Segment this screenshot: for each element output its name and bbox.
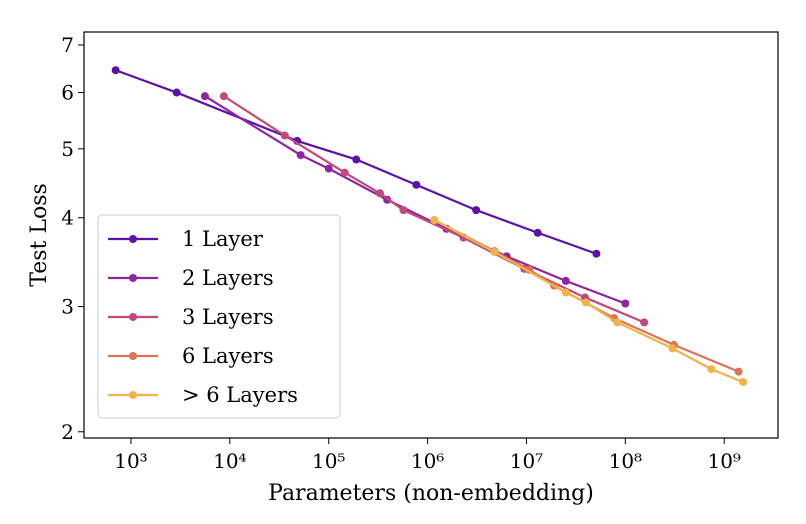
data-point <box>490 247 499 256</box>
legend-label: 2 Layers <box>182 266 274 290</box>
y-tick-label: 2 <box>61 420 74 444</box>
x-tick-label: 10³ <box>114 449 147 473</box>
data-point <box>430 216 439 225</box>
y-tick-label: 5 <box>61 137 74 161</box>
data-point <box>280 131 289 140</box>
data-point <box>219 92 228 101</box>
data-point <box>340 168 349 177</box>
data-point <box>375 189 384 198</box>
data-point <box>592 249 601 258</box>
legend-box <box>97 214 341 419</box>
legend-label: 6 Layers <box>182 344 274 368</box>
data-point <box>352 155 361 164</box>
x-axis-label: Parameters (non-embedding) <box>268 481 594 506</box>
data-point <box>581 298 590 307</box>
x-tick-label: 10⁹ <box>707 449 740 473</box>
data-point <box>707 365 716 374</box>
legend-marker <box>129 313 137 321</box>
series-line <box>204 95 626 305</box>
data-point <box>561 276 570 285</box>
data-point <box>640 318 649 327</box>
data-point <box>111 66 120 75</box>
legend-label: 1 Layer <box>182 227 264 251</box>
y-tick-label: 4 <box>61 206 74 230</box>
x-tick-label: 10⁸ <box>609 449 642 473</box>
data-point <box>399 206 408 215</box>
x-tick-label: 10⁴ <box>213 449 246 473</box>
plot-frame <box>83 31 779 439</box>
data-point <box>324 164 333 173</box>
y-tick-label: 3 <box>61 295 74 319</box>
y-tick-label: 6 <box>61 81 74 105</box>
data-point <box>472 206 481 215</box>
data-point <box>412 180 421 189</box>
series-line <box>433 219 744 383</box>
data-point <box>668 344 677 353</box>
x-tick-label: 10⁶ <box>411 449 444 473</box>
legend-marker <box>129 352 137 360</box>
x-tick-label: 10⁵ <box>312 449 345 473</box>
x-tick-label: 10⁷ <box>510 449 543 473</box>
legend-marker <box>129 274 137 282</box>
data-point <box>561 288 570 297</box>
legend-marker <box>129 235 137 243</box>
data-point <box>200 92 209 101</box>
data-point <box>172 88 181 97</box>
series-line <box>115 69 597 255</box>
legend-label: 3 Layers <box>182 305 274 329</box>
y-tick-label: 7 <box>61 33 74 57</box>
data-point <box>621 299 630 308</box>
legend-marker <box>129 391 137 399</box>
data-point <box>533 228 542 237</box>
data-point <box>734 367 743 376</box>
legend-label: > 6 Layers <box>182 383 298 407</box>
data-point <box>296 151 305 160</box>
data-point <box>739 377 748 386</box>
y-axis-label: Test Loss <box>27 183 52 287</box>
data-point <box>613 318 622 327</box>
